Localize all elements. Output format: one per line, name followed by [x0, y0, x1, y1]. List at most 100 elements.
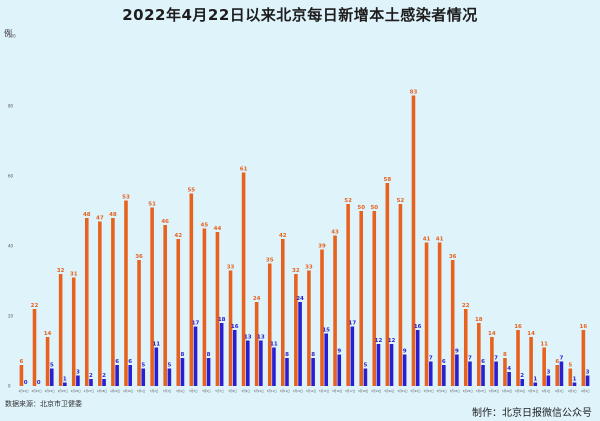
bar-orange — [84, 218, 89, 386]
bar-blue — [206, 358, 211, 386]
data-label: 8 — [503, 352, 507, 358]
bar-orange — [490, 337, 494, 386]
bar-orange — [32, 309, 37, 386]
bar-orange — [241, 172, 246, 386]
bar-blue — [324, 333, 329, 386]
bar-blue — [363, 368, 368, 386]
data-label: 6 — [442, 359, 446, 365]
bar-orange — [359, 211, 364, 386]
bar-blue — [428, 361, 433, 386]
y-axis-ticks: 0 20 40 60 80 100 — [8, 34, 16, 389]
data-label: 48 — [83, 212, 91, 218]
data-label: 51 — [148, 202, 156, 208]
data-label: 7 — [429, 356, 433, 362]
bar-orange — [503, 358, 507, 386]
data-label: 46 — [161, 219, 169, 225]
x-tick-label: 5月26日 — [463, 389, 474, 393]
bar-orange — [568, 368, 573, 386]
data-label: 9 — [403, 349, 407, 355]
data-label: 5 — [167, 363, 171, 369]
data-label: 5 — [141, 363, 145, 369]
x-tick-label: 5月31日 — [528, 389, 539, 393]
bar-blue — [455, 354, 459, 386]
bar-blue — [154, 347, 159, 386]
y-tick-label: 0 — [8, 384, 11, 389]
bar-blue — [546, 375, 551, 386]
bar-blue — [128, 365, 132, 386]
bar-blue — [245, 340, 250, 386]
bar-blue — [219, 323, 224, 386]
bar-orange — [228, 270, 233, 386]
x-tick-label: 5月21日 — [397, 389, 408, 393]
bar-blue — [311, 358, 315, 386]
x-tick-label: 5月27日 — [476, 389, 487, 393]
bar-blue — [520, 379, 525, 386]
data-label: 32 — [57, 268, 65, 274]
data-label: 5 — [363, 363, 367, 369]
bar-orange — [542, 347, 546, 386]
data-label: 0 — [24, 380, 28, 386]
data-label: 36 — [135, 254, 143, 260]
data-label: 47 — [96, 216, 104, 222]
bar-blue — [89, 379, 93, 386]
bar-blue — [572, 382, 577, 386]
data-label: 24 — [296, 296, 304, 302]
y-tick-label: 40 — [8, 244, 14, 249]
bar-orange — [463, 309, 468, 386]
data-label: 22 — [462, 303, 470, 309]
data-label: 6 — [128, 359, 132, 365]
bar-orange — [58, 274, 63, 386]
bar-blue — [585, 375, 590, 386]
data-label: 2 — [102, 373, 106, 379]
x-tick-label: 4月22日 — [18, 389, 29, 393]
data-label: 39 — [318, 244, 326, 250]
data-label: 9 — [337, 349, 341, 355]
data-label: 52 — [397, 198, 405, 204]
bar-orange — [477, 323, 481, 386]
bar-blue — [63, 382, 67, 386]
x-tick-label: 5月12日 — [280, 389, 291, 393]
data-label: 12 — [375, 338, 383, 344]
data-label: 16 — [514, 324, 522, 330]
y-tick-label: 100 — [8, 34, 16, 39]
bar-blue — [49, 368, 54, 386]
x-tick-label: 5月7日 — [215, 389, 224, 393]
data-label: 8 — [311, 352, 315, 358]
bar-blue — [376, 344, 381, 386]
bar-orange — [581, 330, 586, 386]
x-tick-label: 6月2日 — [555, 389, 564, 393]
data-label: 16 — [580, 324, 588, 330]
bar-orange — [254, 302, 259, 386]
bar-blue — [389, 344, 394, 386]
data-label: 22 — [31, 303, 39, 309]
data-label: 5 — [50, 363, 54, 369]
x-tick-label: 5月17日 — [345, 389, 356, 393]
x-tick-label: 5月5日 — [189, 389, 198, 393]
bar-orange — [346, 204, 350, 386]
bar-blue — [533, 382, 538, 386]
data-label: 3 — [76, 370, 80, 376]
data-label: 6 — [115, 359, 119, 365]
data-label: 31 — [70, 272, 78, 278]
x-tick-label: 5月29日 — [502, 389, 513, 393]
x-tick-label: 6月3日 — [568, 389, 577, 393]
data-label: 43 — [331, 230, 339, 236]
bar-blue — [167, 368, 172, 386]
bar-orange — [398, 204, 403, 386]
data-label: 2 — [89, 373, 93, 379]
bar-orange — [202, 228, 207, 386]
x-tick-label: 4月25日 — [58, 389, 69, 393]
data-label: 35 — [266, 258, 274, 264]
data-label: 41 — [423, 237, 431, 243]
data-label: 50 — [357, 205, 365, 211]
bar-orange — [555, 365, 560, 386]
data-labels: 6022014532131348247248653636551114654285… — [20, 90, 590, 387]
x-tick-label: 5月30日 — [515, 389, 526, 393]
x-tick-label: 5月19日 — [371, 389, 382, 393]
bar-orange — [267, 263, 272, 386]
bar-blue — [180, 358, 185, 386]
x-tick-label: 5月10日 — [254, 389, 265, 393]
data-label: 1 — [533, 377, 537, 383]
bar-orange — [71, 277, 76, 386]
data-label: 18 — [475, 317, 483, 323]
